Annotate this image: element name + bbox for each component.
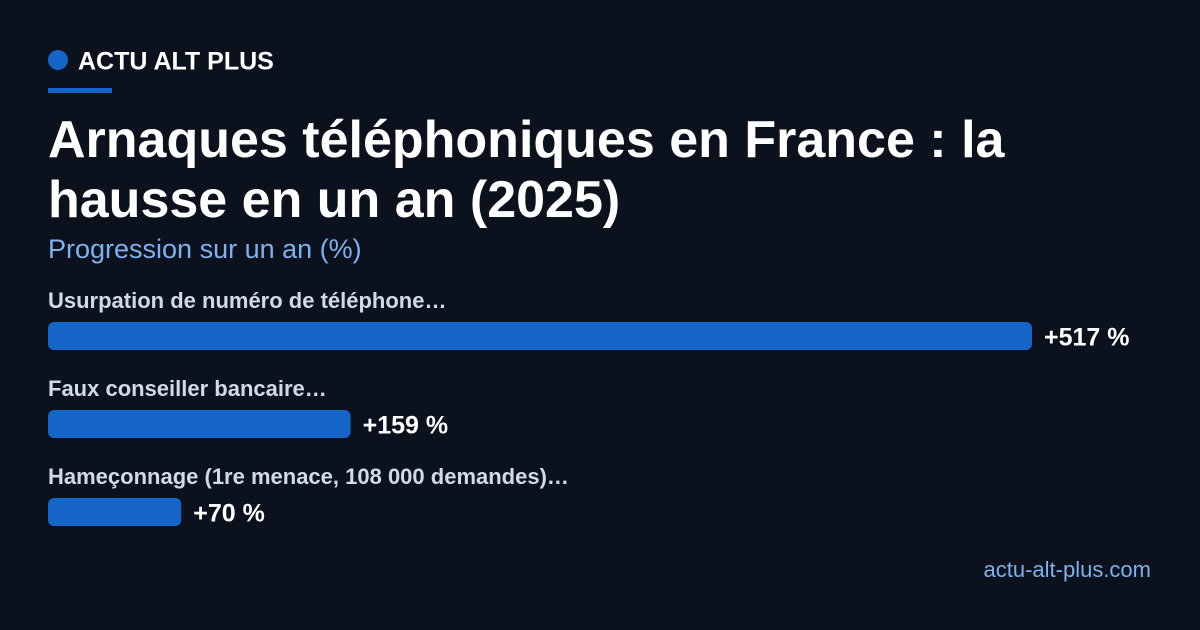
brand: ACTU ALT PLUS	[78, 48, 274, 76]
bar	[48, 322, 1032, 350]
value-label: +517 %	[1044, 324, 1130, 352]
value-label: +159 %	[363, 412, 449, 440]
footer: actu-alt-plus.com	[983, 557, 1151, 582]
value-label: +70 %	[193, 500, 265, 528]
chart-title: Arnaques téléphoniques en France : la ha…	[48, 111, 1005, 229]
category-label: Hameçonnage (1re menace, 108 000 demande…	[48, 464, 569, 489]
brand-underline	[48, 88, 112, 93]
category-label: Usurpation de numéro de téléphone…	[48, 288, 446, 313]
bar	[48, 498, 182, 526]
bar	[48, 410, 351, 438]
brand-dot	[48, 50, 68, 70]
category-label: Faux conseiller bancaire…	[48, 376, 327, 401]
chart-subtitle: Progression sur un an (%)	[48, 234, 362, 264]
